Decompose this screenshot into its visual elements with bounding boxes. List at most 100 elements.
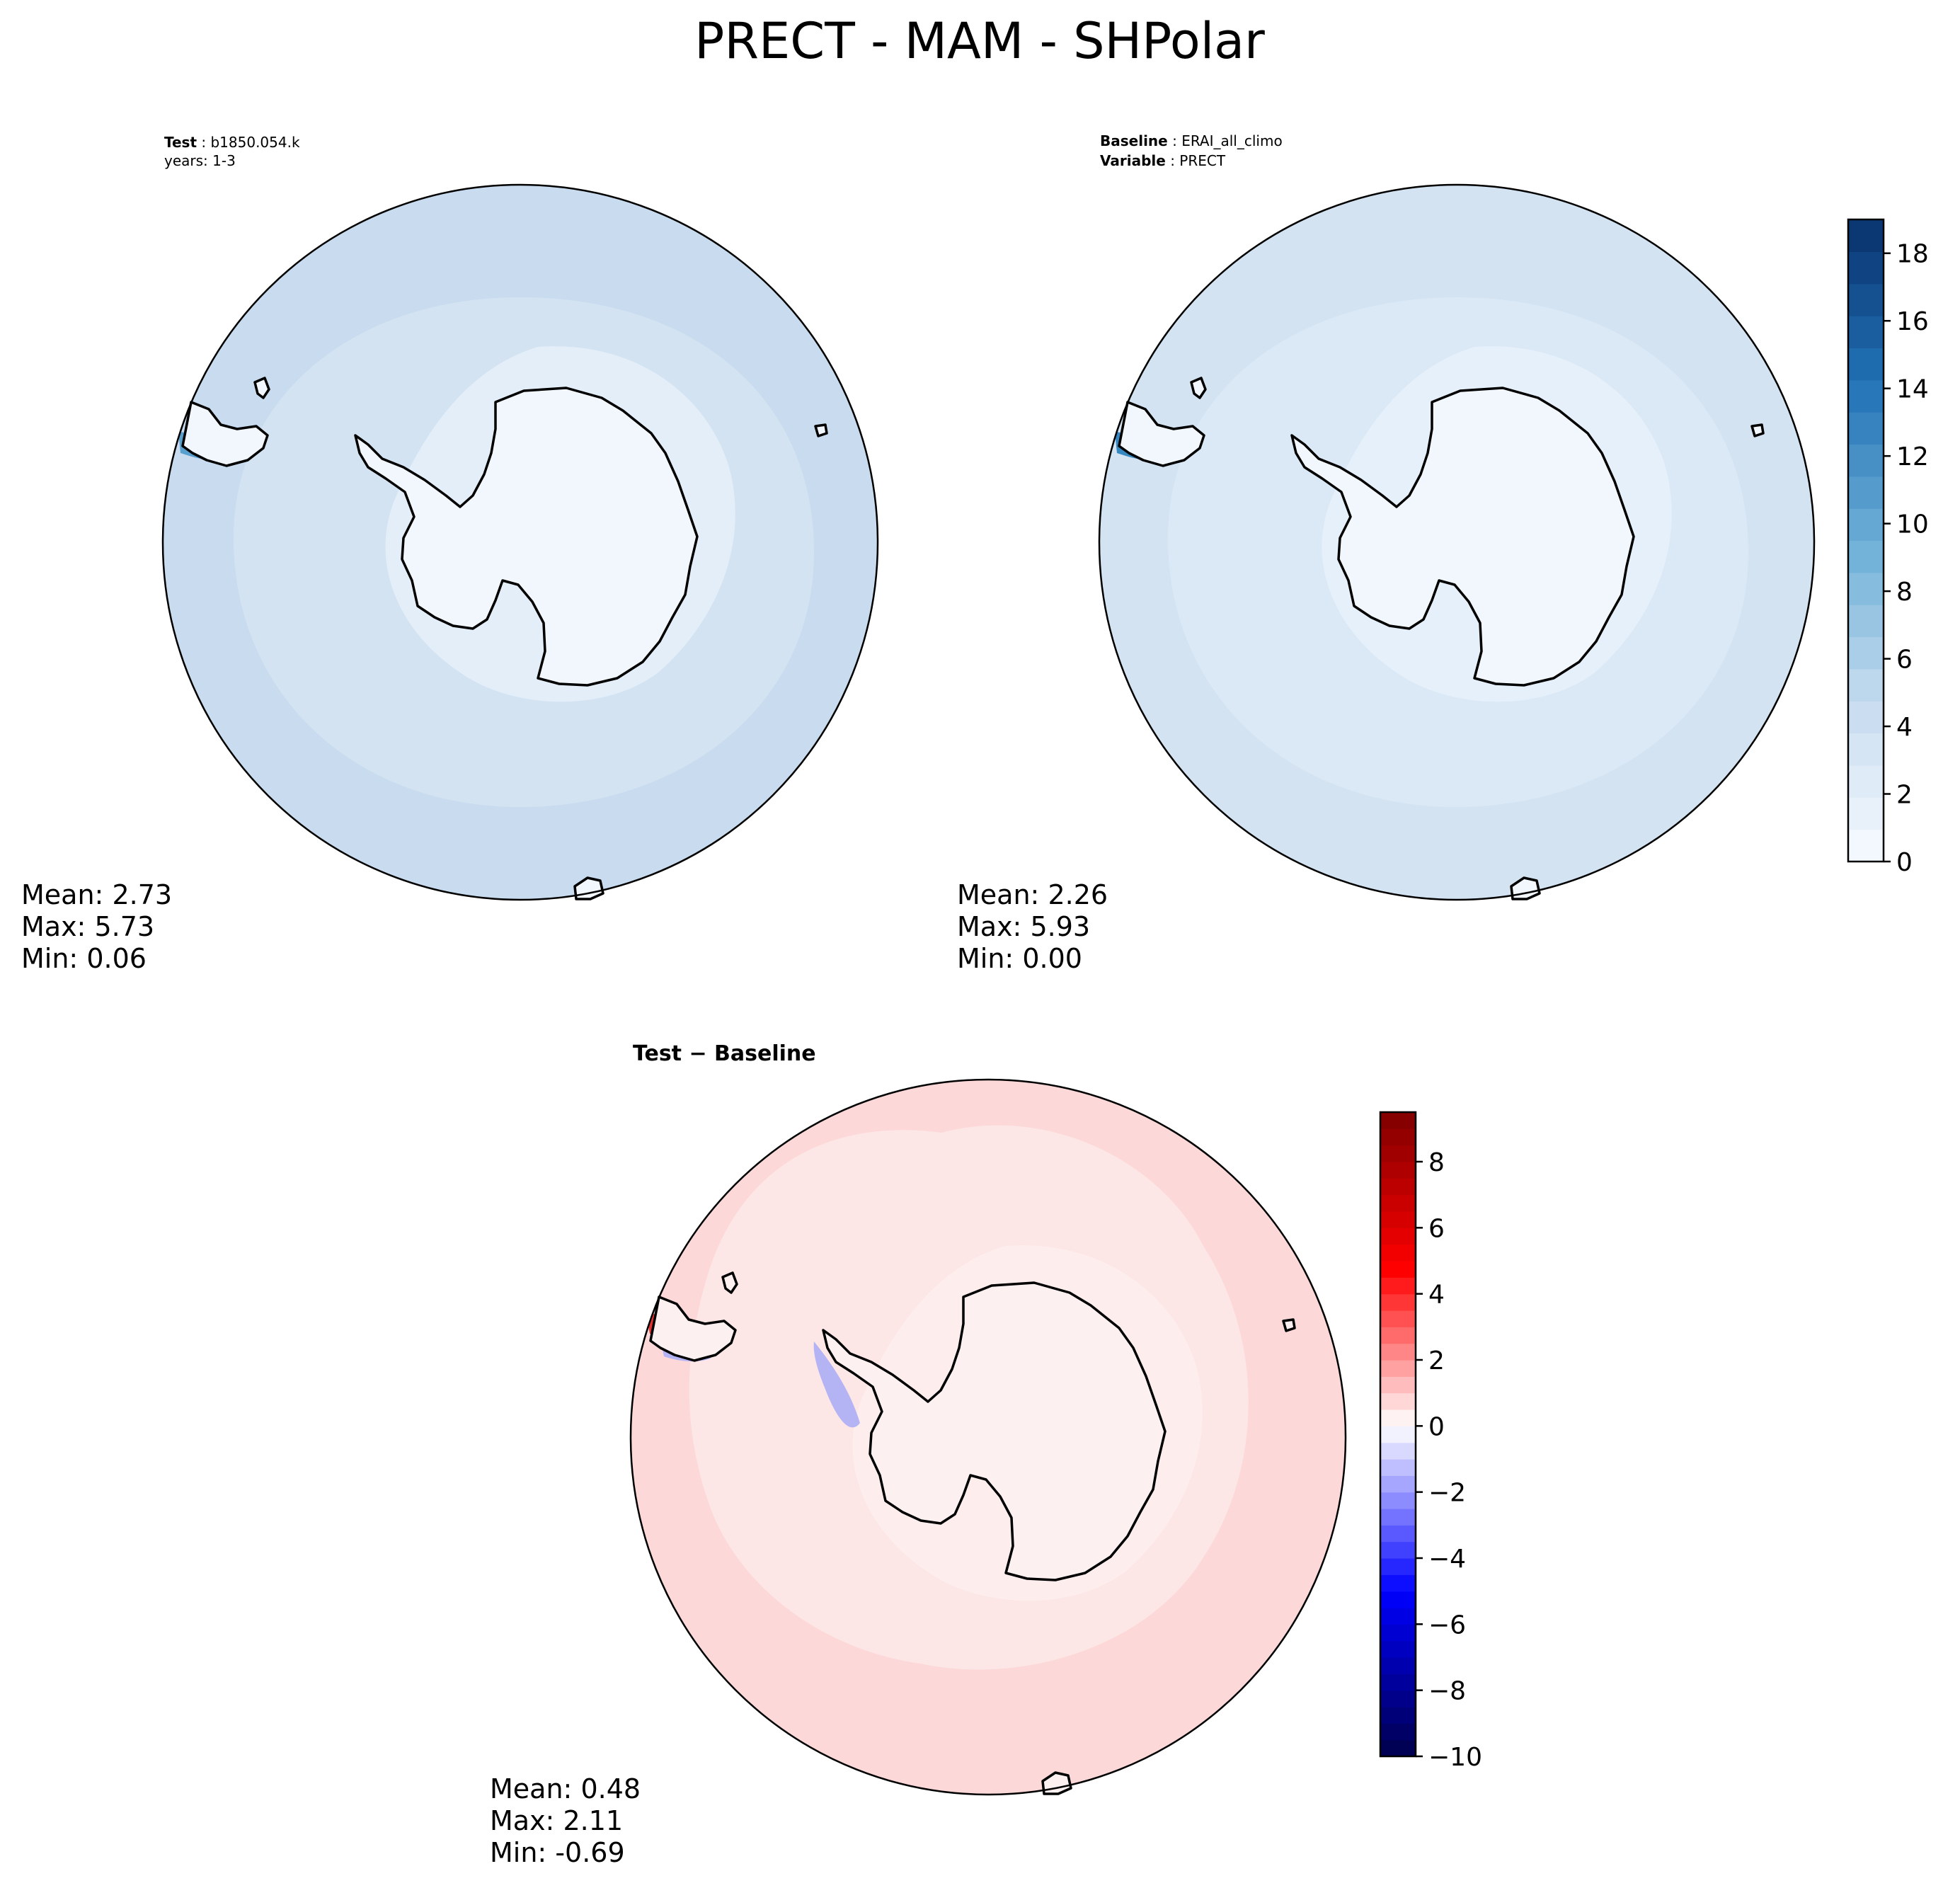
panel-baseline-colorbar-level [1848, 412, 1884, 445]
panel-baseline-island-east [1750, 423, 1765, 437]
panel-difference-colorbar-level [1380, 1327, 1416, 1344]
panel-difference-colorbar-level [1380, 1343, 1416, 1361]
panel-baseline-statistics: Mean: 2.26 Max: 5.93 Min: 0.00 [957, 879, 1108, 974]
panel-difference-colorbar-frame [1379, 1111, 1417, 1758]
panel-difference-colorbar-tick-label: −6 [1428, 1610, 1466, 1640]
panel-difference-colorbar-level [1380, 1112, 1416, 1129]
panel-baseline: Baseline : ERAI_all_climo Variable : PRE… [957, 132, 1929, 974]
panel-baseline-min: Min: 0.00 [957, 943, 1082, 974]
panel-difference-colorbar-level [1380, 1690, 1416, 1707]
panel-baseline-header-line-2: Variable : PRECT [1100, 152, 1226, 169]
panel-baseline-colorbar-level [1848, 379, 1884, 413]
panel-difference-colorbar-level [1380, 1360, 1416, 1377]
panel-difference-colorbar-level [1380, 1442, 1416, 1460]
panel-test-south-america-tip [181, 401, 269, 467]
panel-difference-colorbar-level [1380, 1674, 1416, 1691]
panel-difference-colorbar-level [1380, 1310, 1416, 1327]
panel-baseline-colorbar: 0 2 4 6 8 10 12 14 16 18 [1847, 218, 1929, 877]
panel-baseline-colorbar-tick-label: 4 [1896, 713, 1913, 742]
panel-test-island-east [814, 423, 828, 437]
panel-difference-colorbar-tick-label: −10 [1428, 1743, 1482, 1772]
panel-difference-colorbar-level [1380, 1574, 1416, 1592]
panel-baseline-antarctica [1290, 387, 1635, 687]
panel-baseline-colorbar-level [1848, 668, 1884, 702]
panel-difference-colorbar-level [1380, 1178, 1416, 1196]
panel-difference-colorbar-level [1380, 1608, 1416, 1625]
panel-difference-colorbar-level [1380, 1459, 1416, 1476]
panel-difference-mean: Mean: 0.48 [490, 1773, 641, 1804]
panel-difference-colorbar-level [1380, 1194, 1416, 1212]
panel-difference-colorbar-level [1380, 1162, 1416, 1179]
panel-baseline-colorbar-tick-label: 16 [1896, 307, 1929, 336]
panel-difference-colorbar-level [1380, 1426, 1416, 1443]
panel-difference-colorbar-level [1380, 1277, 1416, 1295]
panel-difference-island-east [1282, 1318, 1296, 1332]
panel-test-map [161, 183, 879, 901]
panel-difference-colorbar-level [1380, 1707, 1416, 1724]
panel-difference-colorbar-level [1380, 1475, 1416, 1493]
panel-baseline-colorbar-level [1848, 316, 1884, 348]
panel-baseline-max: Max: 5.93 [957, 911, 1090, 942]
panel-baseline-colorbar-level [1848, 283, 1884, 316]
panel-difference-colorbar-tick-label: 8 [1428, 1148, 1445, 1177]
panel-difference-colorbar-tick-label: 0 [1428, 1412, 1445, 1441]
panel-difference-colorbar-tick-label: −4 [1428, 1545, 1466, 1574]
panel-difference-min: Min: -0.69 [490, 1837, 625, 1868]
panel-difference-colorbar-level [1380, 1376, 1416, 1394]
panel-test-min: Min: 0.06 [21, 943, 147, 974]
panel-baseline-colorbar-level [1848, 765, 1884, 798]
panel-baseline-south-america-tip [1118, 401, 1205, 467]
panel-baseline-falkland-islands [1190, 377, 1207, 399]
panel-difference-map-boundary [629, 1078, 1347, 1796]
panel-baseline-colorbar-level [1848, 733, 1884, 766]
panel-baseline-colorbar-level [1848, 444, 1884, 477]
panel-difference-colorbar-level [1380, 1293, 1416, 1311]
panel-baseline-colorbar-level [1848, 605, 1884, 638]
panel-baseline-colorbar-tick-label: 12 [1896, 442, 1929, 471]
panel-difference-colorbar-level [1380, 1128, 1416, 1146]
panel-test-header-line-1: Test : b1850.054.k [164, 134, 300, 151]
panel-difference-falkland-islands [721, 1271, 738, 1294]
panel-baseline-colorbar-tick-label: 0 [1896, 848, 1913, 877]
panel-baseline-colorbar-level [1848, 348, 1884, 381]
panel-difference-colorbar-level [1380, 1591, 1416, 1608]
panel-baseline-colorbar-tick-label: 10 [1896, 510, 1929, 539]
panel-baseline-colorbar-frame [1847, 218, 1885, 863]
panel-difference-colorbar-level [1380, 1244, 1416, 1261]
panel-difference-colorbar-level [1380, 1558, 1416, 1575]
panel-baseline-colorbar-level [1848, 829, 1884, 862]
panel-baseline-colorbar-level [1848, 797, 1884, 830]
panel-difference-map [629, 1078, 1347, 1796]
panel-difference-colorbar-level [1380, 1228, 1416, 1245]
panel-test-statistics: Mean: 2.73 Max: 5.73 Min: 0.06 [21, 879, 172, 974]
panel-baseline-colorbar-tick-label: 8 [1896, 578, 1913, 607]
panel-baseline-colorbar-level [1848, 701, 1884, 734]
panel-difference-colorbar-level [1380, 1509, 1416, 1526]
panel-difference-weddell-minimum [813, 1341, 860, 1428]
panel-difference-colorbar-tick-label: 6 [1428, 1214, 1445, 1243]
panel-baseline-colorbar-level [1848, 636, 1884, 670]
panel-difference-colorbar-level [1380, 1409, 1416, 1426]
panel-baseline-map-boundary [1098, 183, 1816, 901]
panel-baseline-colorbar-tick-label: 18 [1896, 240, 1929, 269]
panel-difference-antarctica [822, 1281, 1167, 1581]
panel-difference-colorbar-level [1380, 1392, 1416, 1410]
panel-test-max: Max: 5.73 [21, 911, 154, 942]
panel-difference-colorbar-tick-label: 2 [1428, 1346, 1445, 1375]
panel-difference-colorbar-level [1380, 1640, 1416, 1658]
panel-difference-colorbar-level [1380, 1657, 1416, 1674]
panel-test-mean: Mean: 2.73 [21, 879, 172, 910]
panel-baseline-colorbar-level [1848, 540, 1884, 573]
panel-test-map-boundary [161, 183, 879, 901]
panel-difference-colorbar-level [1380, 1624, 1416, 1642]
panel-difference-colorbar-level [1380, 1492, 1416, 1509]
panel-baseline-colorbar-level [1848, 219, 1884, 252]
panel-difference-colorbar-tick-label: 4 [1428, 1281, 1445, 1310]
panel-difference-colorbar-level [1380, 1541, 1416, 1559]
panel-difference-colorbar-level [1380, 1211, 1416, 1228]
panel-baseline-colorbar-tick-label: 14 [1896, 375, 1929, 404]
panel-difference-statistics: Mean: 0.48 Max: 2.11 Min: -0.69 [490, 1773, 641, 1868]
panel-test-header-line-2: years: 1-3 [164, 152, 236, 169]
panel-test-antarctica [354, 387, 699, 687]
